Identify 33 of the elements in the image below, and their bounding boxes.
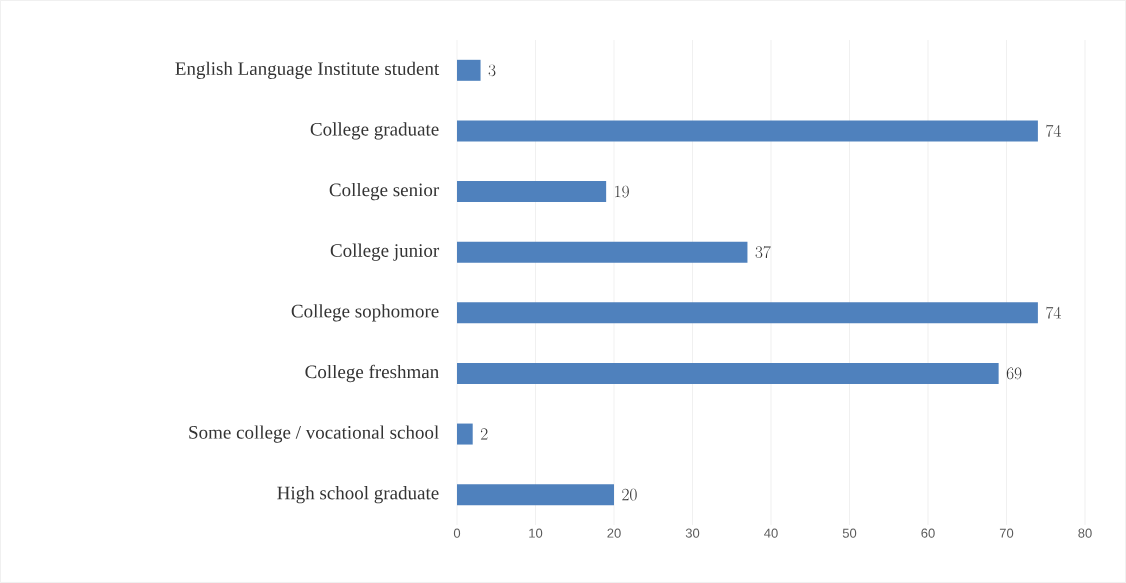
data-label: 2: [480, 428, 488, 440]
x-tick-label: 40: [764, 528, 778, 538]
bar: [457, 120, 1038, 142]
data-label: 74: [1046, 124, 1061, 137]
y-tick-label: Some college / vocational school: [189, 425, 439, 443]
y-tick-label: College senior: [329, 182, 440, 201]
data-label: 3: [488, 64, 496, 77]
x-tick-label: 10: [529, 528, 543, 538]
data-label: 37: [755, 246, 771, 259]
bar: [457, 241, 748, 263]
x-tick-label: 80: [1078, 528, 1092, 538]
y-tick-label: College freshman: [305, 364, 439, 383]
bar: [457, 362, 999, 384]
bar: [457, 59, 481, 81]
bar: [457, 484, 614, 506]
x-tick-label: 70: [999, 528, 1014, 538]
bar: [457, 181, 607, 203]
x-tick-label: 20: [607, 528, 621, 538]
data-label: 19: [615, 185, 629, 198]
bar: [457, 423, 473, 445]
y-tick-label: College sophomore: [291, 304, 439, 322]
y-tick-label: High school graduate: [277, 486, 439, 504]
y-tick-label: College junior: [330, 243, 440, 261]
x-tick-label: 60: [921, 528, 935, 538]
y-tick-label: English Language Institute student: [175, 61, 440, 79]
y-tick-label: College graduate: [310, 122, 439, 140]
x-tick-label: 50: [842, 528, 857, 538]
data-label: 74: [1046, 306, 1061, 319]
x-tick-label: 0: [453, 528, 461, 538]
data-label: 69: [1006, 367, 1022, 380]
data-label: 20: [622, 488, 637, 501]
x-tick-label: 30: [685, 528, 700, 538]
bar: [457, 302, 1038, 324]
